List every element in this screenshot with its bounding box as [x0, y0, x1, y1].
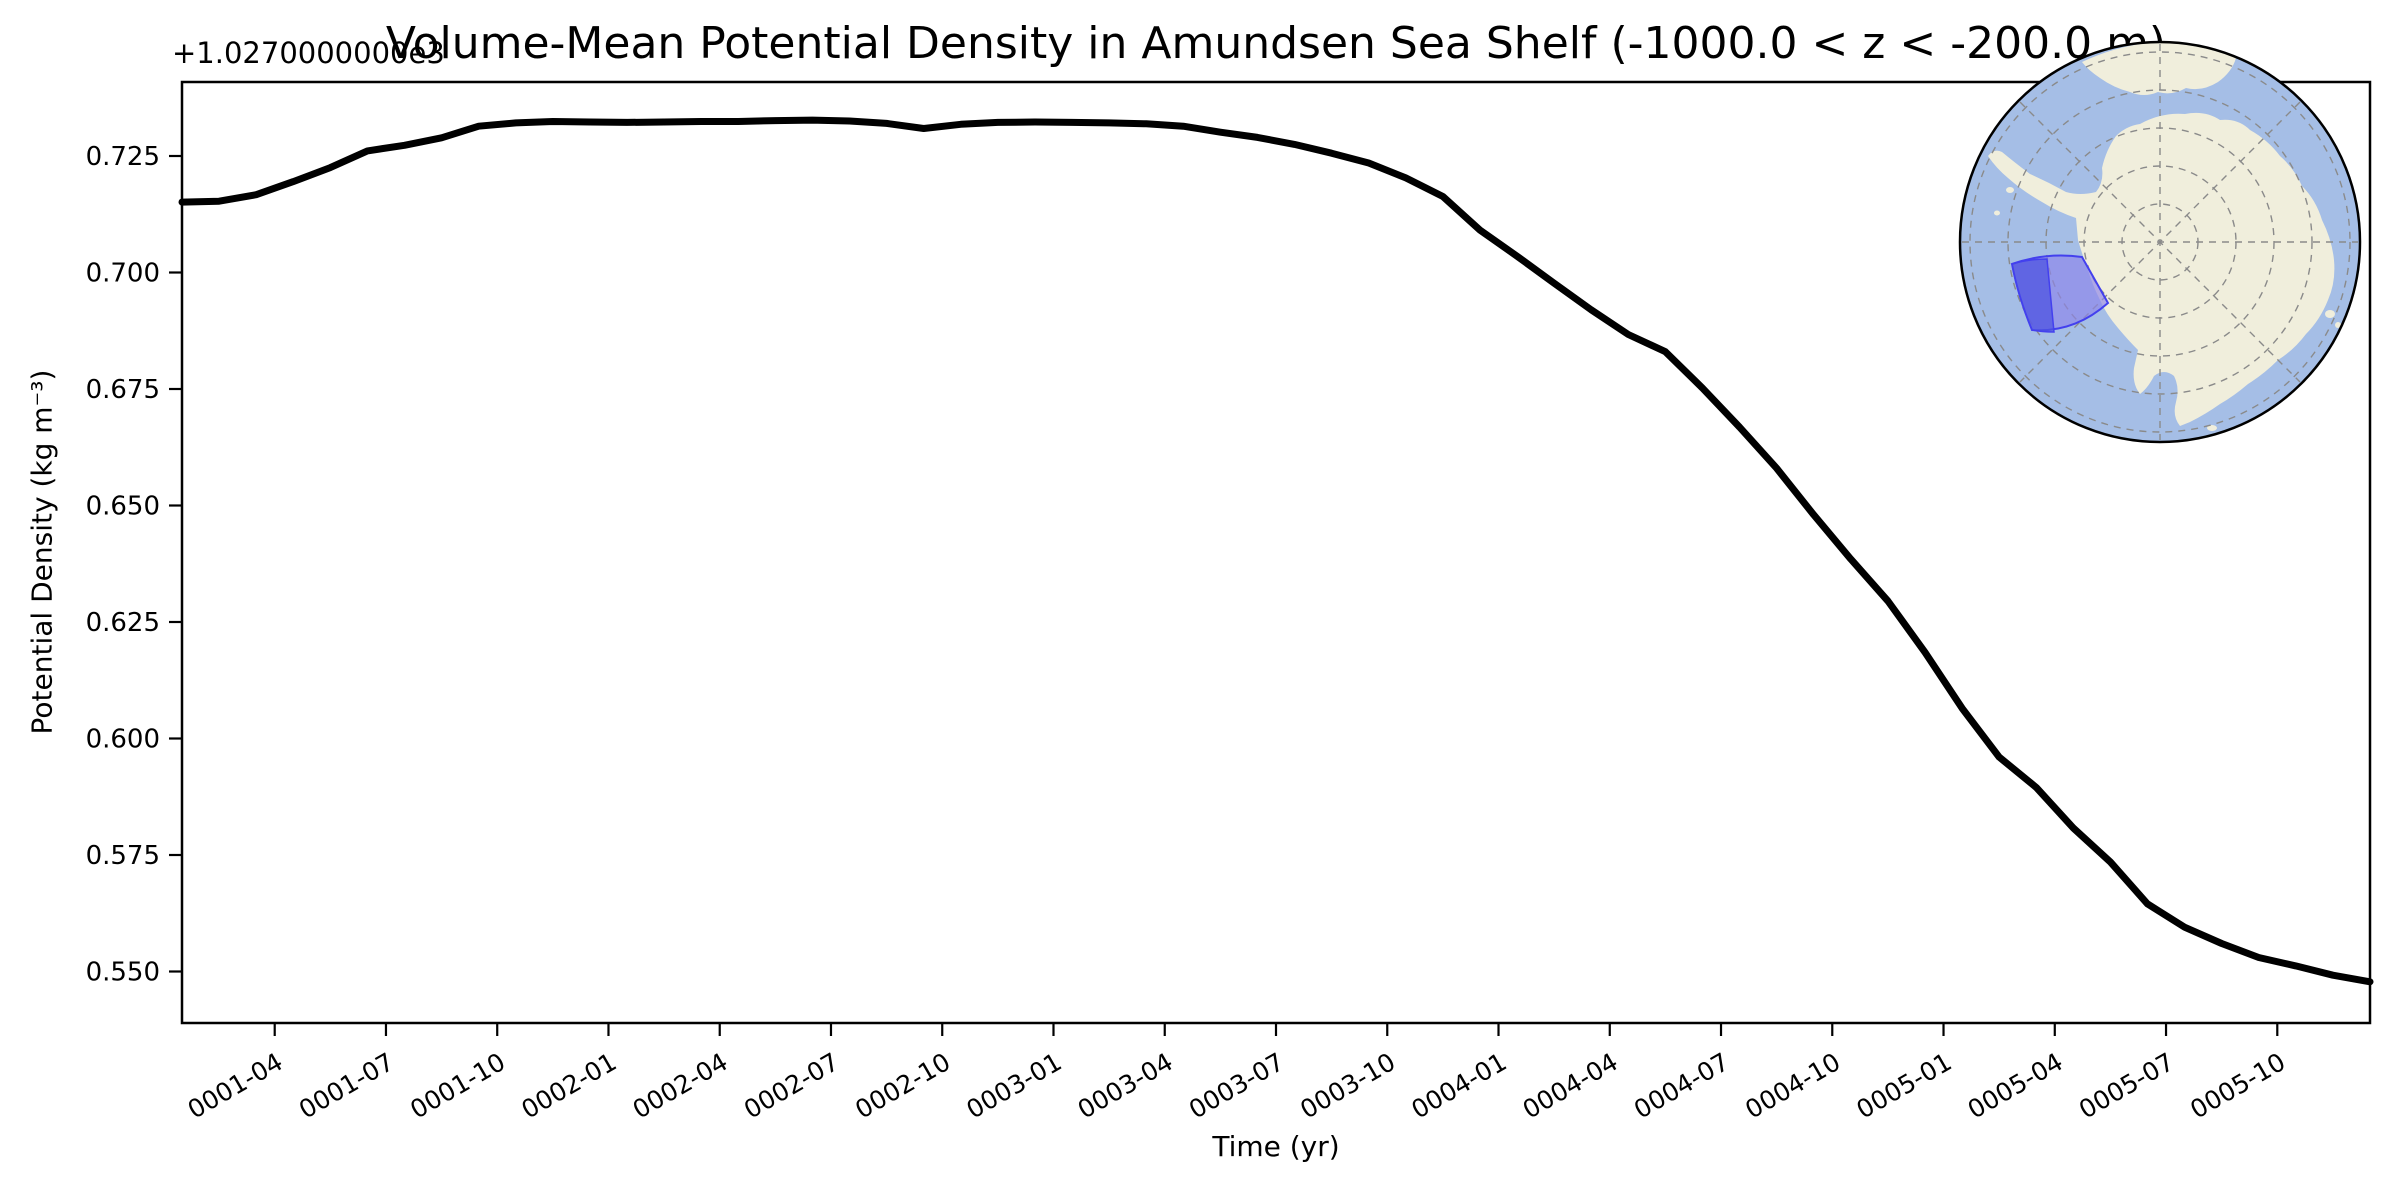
axes-frame — [180, 80, 2372, 1025]
y-tick-label: 0.700 — [86, 259, 160, 289]
x-tick-label: 0003-04 — [1073, 1047, 1178, 1124]
x-tick-label: 0001-10 — [405, 1047, 510, 1124]
x-tick-label: 0001-04 — [183, 1047, 288, 1124]
series-line — [178, 116, 2374, 986]
amundsen-region-highlight — [2010, 254, 2110, 333]
x-tick-label: 0002-01 — [517, 1047, 622, 1124]
y-tick-label: 0.675 — [86, 375, 160, 405]
antarctica-inset-map — [1958, 40, 2362, 444]
x-tick-label: 0005-10 — [2185, 1047, 2290, 1124]
x-tick-label: 0005-01 — [1852, 1047, 1957, 1124]
x-tick-label: 0004-10 — [1740, 1047, 1845, 1124]
x-axis-label: Time (yr) — [1212, 1130, 1340, 1163]
x-tick-label: 0005-07 — [2074, 1047, 2179, 1124]
x-tick-label: 0003-10 — [1295, 1047, 1400, 1124]
globe-outline — [1958, 40, 2362, 444]
x-tick-label: 0002-04 — [628, 1047, 733, 1124]
y-tick-label: 0.575 — [86, 841, 160, 871]
x-tick-label: 0002-07 — [739, 1047, 844, 1124]
x-tick-label: 0003-01 — [962, 1047, 1067, 1124]
y-tick-label: 0.550 — [86, 958, 160, 988]
y-tick-label: 0.725 — [86, 142, 160, 172]
x-tick-label: 0005-04 — [1963, 1047, 2068, 1124]
x-tick-label: 0002-10 — [850, 1047, 955, 1124]
x-tick-label: 0004-07 — [1629, 1047, 1734, 1124]
antarctica-landmass — [1980, 43, 2341, 436]
x-tick-label: 0004-04 — [1518, 1047, 1623, 1124]
graticule — [1962, 44, 2358, 440]
chart-title: Volume-Mean Potential Density in Amundse… — [385, 18, 2167, 69]
y-tick-label: 0.625 — [86, 608, 160, 638]
x-tick-label: 0001-07 — [294, 1047, 399, 1124]
x-tick-label: 0004-01 — [1407, 1047, 1512, 1124]
x-tick-label: 0003-07 — [1184, 1047, 1289, 1124]
y-axis-offset-text: +1.0270000000e3 — [172, 36, 445, 70]
y-tick-label: 0.650 — [86, 492, 160, 522]
y-tick-label: 0.600 — [86, 725, 160, 755]
